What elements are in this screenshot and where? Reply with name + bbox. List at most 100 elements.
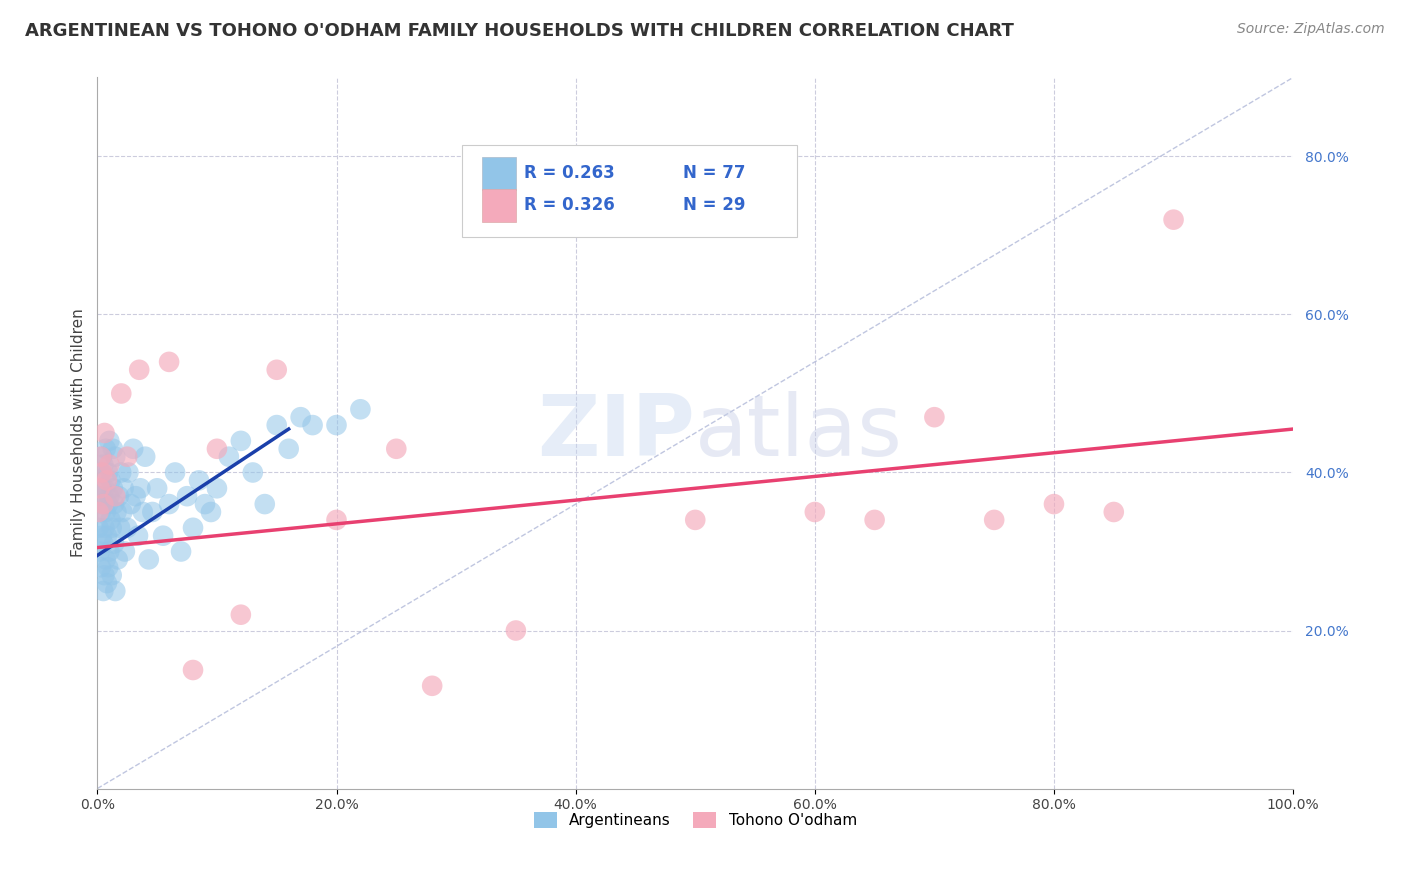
Point xyxy=(96,576,118,591)
Point xyxy=(91,466,114,480)
Y-axis label: Family Households with Children: Family Households with Children xyxy=(72,309,86,558)
Point xyxy=(194,497,217,511)
Point xyxy=(1163,212,1185,227)
Point xyxy=(804,505,827,519)
Point xyxy=(117,450,139,464)
Point xyxy=(146,481,169,495)
Point xyxy=(104,450,127,464)
Point xyxy=(91,584,114,599)
Point xyxy=(105,505,128,519)
Point xyxy=(87,505,110,519)
Point xyxy=(100,513,122,527)
Point xyxy=(157,497,180,511)
Point xyxy=(120,497,142,511)
Point xyxy=(94,552,117,566)
Legend: Argentineans, Tohono O'odham: Argentineans, Tohono O'odham xyxy=(527,806,863,834)
Point xyxy=(420,679,443,693)
Point xyxy=(103,536,125,550)
Point xyxy=(103,497,125,511)
Point xyxy=(91,497,114,511)
Point xyxy=(112,481,135,495)
Point xyxy=(96,474,118,488)
Point xyxy=(97,560,120,574)
Point xyxy=(205,442,228,456)
Point xyxy=(129,481,152,495)
Point xyxy=(290,410,312,425)
Point xyxy=(98,434,121,448)
Point xyxy=(1102,505,1125,519)
Point xyxy=(117,466,139,480)
Text: R = 0.263: R = 0.263 xyxy=(524,164,614,183)
Point xyxy=(90,505,112,519)
Point xyxy=(108,521,131,535)
Point xyxy=(93,425,115,440)
Point xyxy=(98,544,121,558)
Point xyxy=(100,568,122,582)
Point xyxy=(138,552,160,566)
Point xyxy=(89,544,111,558)
Point xyxy=(277,442,299,456)
Point xyxy=(97,497,120,511)
Text: N = 29: N = 29 xyxy=(683,196,745,214)
Point xyxy=(266,363,288,377)
Point xyxy=(683,513,706,527)
Point xyxy=(924,410,946,425)
Point xyxy=(983,513,1005,527)
Point xyxy=(128,363,150,377)
Text: ARGENTINEAN VS TOHONO O'ODHAM FAMILY HOUSEHOLDS WITH CHILDREN CORRELATION CHART: ARGENTINEAN VS TOHONO O'ODHAM FAMILY HOU… xyxy=(25,22,1014,40)
Point xyxy=(229,434,252,448)
Point xyxy=(205,481,228,495)
Point xyxy=(349,402,371,417)
Point xyxy=(301,418,323,433)
Point xyxy=(134,450,156,464)
Point xyxy=(89,489,111,503)
Text: ZIP: ZIP xyxy=(537,392,695,475)
Point xyxy=(229,607,252,622)
Point xyxy=(91,497,114,511)
Point xyxy=(181,521,204,535)
Point xyxy=(188,474,211,488)
Point xyxy=(100,521,122,535)
Point xyxy=(93,481,115,495)
Point xyxy=(91,458,114,472)
Point xyxy=(89,481,111,495)
Point xyxy=(110,466,132,480)
Point xyxy=(100,474,122,488)
Point xyxy=(122,442,145,456)
Point xyxy=(94,505,117,519)
Point xyxy=(90,560,112,574)
Point xyxy=(325,513,347,527)
Point xyxy=(505,624,527,638)
Point xyxy=(91,536,114,550)
Point xyxy=(91,450,114,464)
Point xyxy=(98,489,121,503)
Point xyxy=(266,418,288,433)
Point xyxy=(97,466,120,480)
Point xyxy=(93,568,115,582)
Point xyxy=(1043,497,1066,511)
Point xyxy=(117,521,139,535)
Point xyxy=(242,466,264,480)
Point xyxy=(91,529,114,543)
Point xyxy=(96,529,118,543)
Point xyxy=(104,489,127,503)
Text: Source: ZipAtlas.com: Source: ZipAtlas.com xyxy=(1237,22,1385,37)
Point xyxy=(98,458,121,472)
Point xyxy=(90,466,112,480)
Point xyxy=(127,529,149,543)
Point xyxy=(176,489,198,503)
Point xyxy=(152,529,174,543)
Point xyxy=(170,544,193,558)
Point xyxy=(110,386,132,401)
Point xyxy=(108,489,131,503)
Point xyxy=(93,521,115,535)
Text: N = 77: N = 77 xyxy=(683,164,745,183)
Point xyxy=(94,442,117,456)
Point xyxy=(181,663,204,677)
Point xyxy=(107,552,129,566)
Point xyxy=(863,513,886,527)
Point xyxy=(157,355,180,369)
Point xyxy=(104,584,127,599)
Point xyxy=(165,466,187,480)
Point xyxy=(101,481,124,495)
